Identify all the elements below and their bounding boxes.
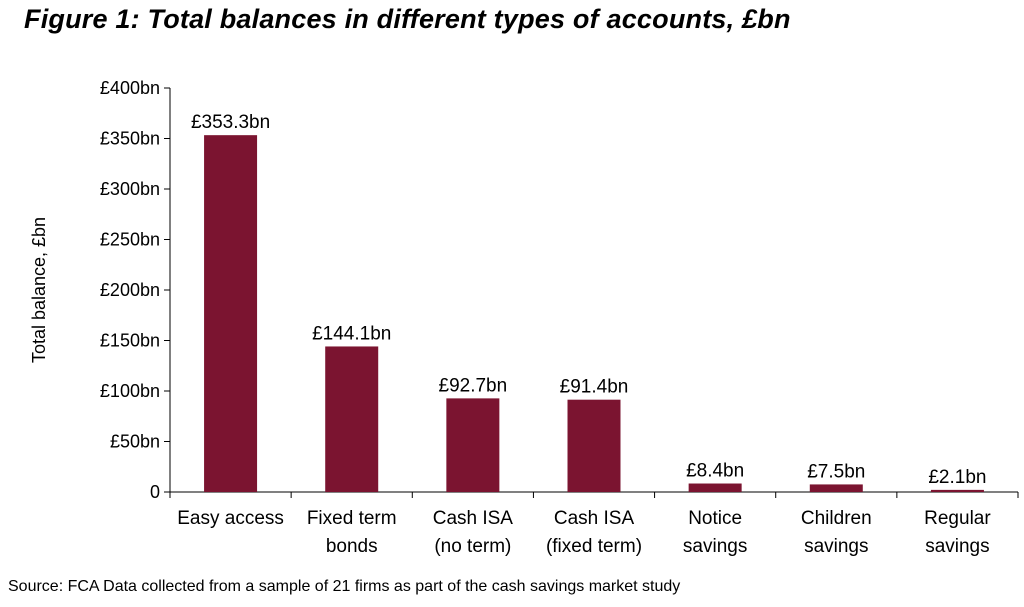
x-tick-label-line: savings <box>925 536 989 557</box>
x-tick-label-line: Fixed term <box>307 508 397 529</box>
x-tick-label: Cash ISA (no term) <box>433 508 514 557</box>
data-label: £91.4bn <box>560 377 629 398</box>
x-tick-label-line: (fixed term) <box>546 536 642 557</box>
data-label: £7.5bn <box>807 461 865 482</box>
bar <box>809 484 863 492</box>
y-tick-label: 0 <box>150 482 160 502</box>
y-tick-label: £300bn <box>100 179 160 199</box>
x-tick-label-line: savings <box>683 536 747 557</box>
y-tick-label: £400bn <box>100 78 160 98</box>
bar <box>325 346 379 492</box>
data-label: £353.3bn <box>191 112 270 133</box>
chart-title: Figure 1: Total balances in different ty… <box>24 4 791 34</box>
x-tick-label: Notice savings <box>683 508 747 557</box>
data-label: £2.1bn <box>928 467 986 488</box>
y-tick-label: £150bn <box>100 331 160 351</box>
bar <box>688 483 742 492</box>
bar <box>204 135 258 493</box>
y-tick-label: £100bn <box>100 381 160 401</box>
y-tick-label: £50bn <box>110 432 160 452</box>
x-tick-label: Cash ISA (fixed term) <box>546 508 642 557</box>
x-tick-label-line: Cash ISA <box>554 508 635 529</box>
y-tick-label: £250bn <box>100 230 160 250</box>
y-tick-label: £200bn <box>100 280 160 300</box>
x-tick-label-line: savings <box>804 536 868 557</box>
x-tick-label-line: Regular <box>924 508 991 529</box>
x-tick-label: Children savings <box>801 508 872 557</box>
x-tick-label: Fixed term bonds <box>307 508 397 557</box>
x-tick-label: Easy access <box>177 508 284 529</box>
x-tick-label-line: Notice <box>688 508 742 529</box>
x-tick-label-line: Children <box>801 508 872 529</box>
bar <box>567 399 621 492</box>
bar <box>446 398 500 492</box>
x-tick-label-line: (no term) <box>434 536 511 557</box>
x-tick-label-line: Easy access <box>177 508 284 529</box>
x-tick-label: Regular savings <box>924 508 991 557</box>
bar <box>930 489 984 492</box>
y-tick-label: £350bn <box>100 129 160 149</box>
x-tick-label-line: bonds <box>326 536 378 557</box>
y-axis-title: Total balance, £bn <box>29 217 49 363</box>
data-label: £8.4bn <box>686 461 744 482</box>
x-tick-label-line: Cash ISA <box>433 508 514 529</box>
bar-chart: 0 £50bn £100bn £150bn £200bn £250bn £300bn £350… <box>29 78 1019 557</box>
source-note: Source: FCA Data collected from a sample… <box>8 578 681 595</box>
data-label: £92.7bn <box>439 375 508 396</box>
data-label: £144.1bn <box>312 323 391 344</box>
